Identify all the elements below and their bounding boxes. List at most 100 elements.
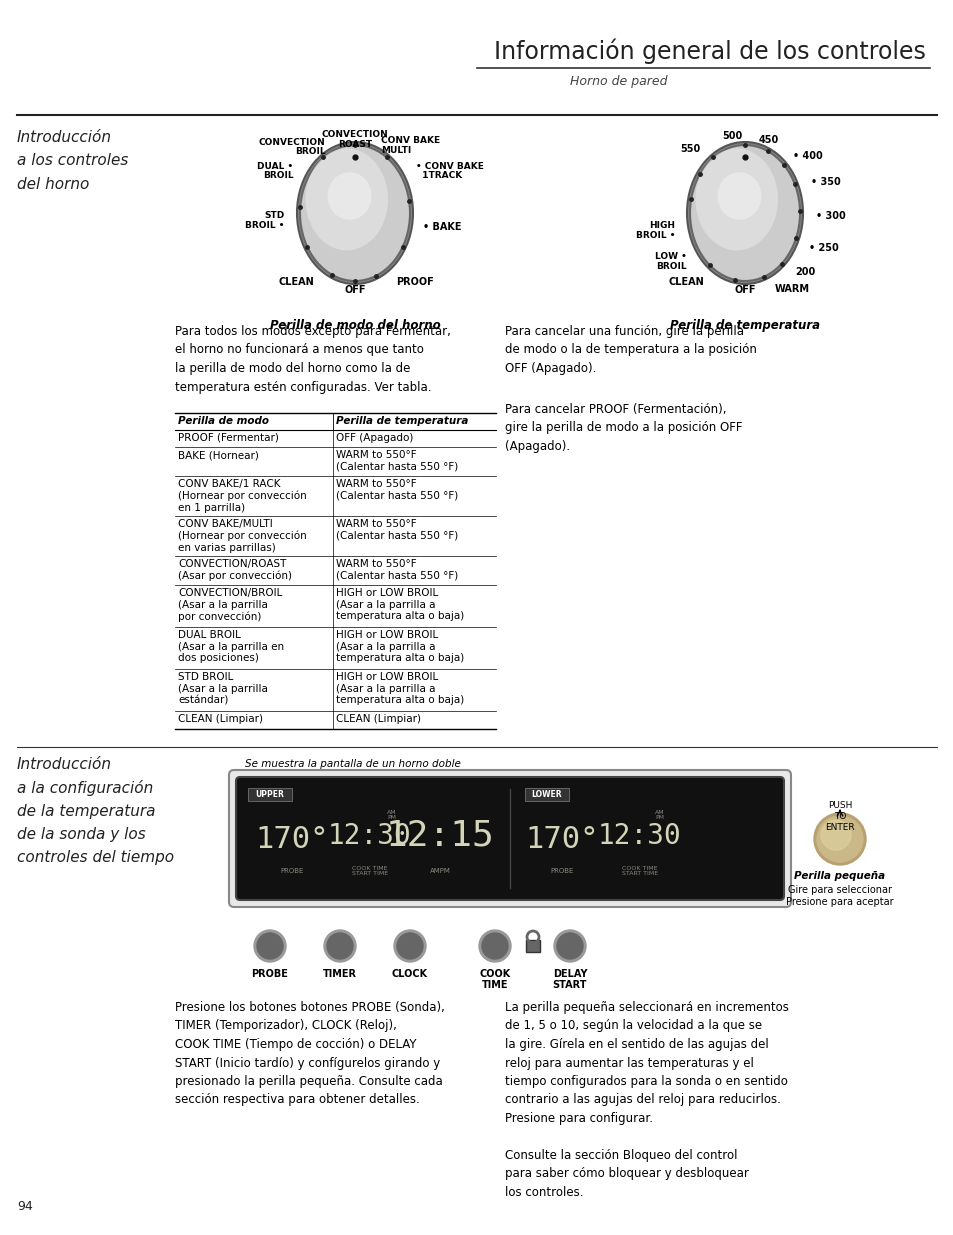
Circle shape bbox=[256, 932, 283, 960]
Text: CLEAN: CLEAN bbox=[668, 277, 703, 287]
Text: 550: 550 bbox=[679, 144, 700, 154]
Text: CONVECTION
BROIL: CONVECTION BROIL bbox=[258, 138, 325, 157]
Text: CONVECTION/ROAST
(Asar por convección): CONVECTION/ROAST (Asar por convección) bbox=[178, 559, 292, 582]
Text: 12:15: 12:15 bbox=[385, 819, 494, 853]
Text: Horno de pared: Horno de pared bbox=[569, 75, 667, 88]
Text: UPPER: UPPER bbox=[255, 790, 284, 799]
Text: Gire para seleccionar
Presione para aceptar: Gire para seleccionar Presione para acep… bbox=[785, 885, 893, 908]
Text: • 400: • 400 bbox=[792, 151, 821, 161]
Text: OFF: OFF bbox=[344, 285, 365, 295]
Text: CLEAN (Limpiar): CLEAN (Limpiar) bbox=[178, 714, 263, 724]
Text: DUAL •
BROIL: DUAL • BROIL bbox=[257, 162, 294, 180]
Text: COOK TIME
START TIME: COOK TIME START TIME bbox=[352, 866, 388, 876]
Ellipse shape bbox=[296, 142, 413, 284]
Ellipse shape bbox=[305, 148, 388, 251]
Text: STD BROIL
(Asar a la parrilla
estándar): STD BROIL (Asar a la parrilla estándar) bbox=[178, 672, 268, 705]
Text: LOWER: LOWER bbox=[531, 790, 561, 799]
Text: PROBE: PROBE bbox=[280, 868, 303, 874]
Text: 94: 94 bbox=[17, 1200, 32, 1213]
Ellipse shape bbox=[695, 148, 778, 251]
Bar bbox=[525, 940, 539, 952]
Text: CLOCK: CLOCK bbox=[392, 969, 428, 979]
Text: HIGH
BROIL •: HIGH BROIL • bbox=[636, 221, 675, 240]
Text: 200: 200 bbox=[795, 268, 815, 278]
Text: Se muestra la pantalla de un horno doble: Se muestra la pantalla de un horno doble bbox=[245, 760, 460, 769]
Text: CONVECTION
ROAST: CONVECTION ROAST bbox=[321, 130, 388, 148]
Text: HIGH or LOW BROIL
(Asar a la parrilla a
temperatura alta o baja): HIGH or LOW BROIL (Asar a la parrilla a … bbox=[335, 630, 464, 663]
Text: • CONV BAKE
  1TRACK: • CONV BAKE 1TRACK bbox=[416, 162, 484, 180]
Text: AMPM: AMPM bbox=[429, 868, 450, 874]
Text: WARM to 550°F
(Calentar hasta 550 °F): WARM to 550°F (Calentar hasta 550 °F) bbox=[335, 519, 457, 541]
Text: Perilla de temperatura: Perilla de temperatura bbox=[335, 416, 468, 426]
Text: CLEAN (Limpiar): CLEAN (Limpiar) bbox=[335, 714, 420, 724]
Text: Perilla pequeña: Perilla pequeña bbox=[794, 871, 884, 881]
Text: WARM to 550°F
(Calentar hasta 550 °F): WARM to 550°F (Calentar hasta 550 °F) bbox=[335, 559, 457, 580]
Text: Información general de los controles: Información general de los controles bbox=[494, 38, 925, 63]
Text: PROOF: PROOF bbox=[395, 277, 433, 287]
Text: PUSH
TO
ENTER: PUSH TO ENTER bbox=[824, 802, 854, 832]
Circle shape bbox=[327, 932, 353, 960]
Text: LOW •
BROIL: LOW • BROIL bbox=[655, 252, 686, 270]
Text: PROBE: PROBE bbox=[550, 868, 573, 874]
Circle shape bbox=[478, 930, 511, 962]
Text: COOK TIME
START TIME: COOK TIME START TIME bbox=[621, 866, 658, 876]
Text: STD
BROIL •: STD BROIL • bbox=[245, 211, 284, 230]
Circle shape bbox=[554, 930, 585, 962]
Text: 500: 500 bbox=[722, 131, 742, 141]
Text: • 250: • 250 bbox=[808, 243, 839, 253]
Text: DUAL BROIL
(Asar a la parrilla en
dos posiciones): DUAL BROIL (Asar a la parrilla en dos po… bbox=[178, 630, 284, 663]
Circle shape bbox=[394, 930, 426, 962]
Text: OFF: OFF bbox=[734, 285, 755, 295]
Text: CLEAN: CLEAN bbox=[278, 277, 314, 287]
Text: WARM to 550°F
(Calentar hasta 550 °F): WARM to 550°F (Calentar hasta 550 °F) bbox=[335, 450, 457, 472]
Text: CONVECTION/BROIL
(Asar a la parrilla
por convección): CONVECTION/BROIL (Asar a la parrilla por… bbox=[178, 588, 282, 621]
Text: PROBE: PROBE bbox=[252, 969, 288, 979]
Text: 12:30: 12:30 bbox=[328, 823, 412, 850]
Text: Para cancelar PROOF (Fermentación),
gire la perilla de modo a la posición OFF
(A: Para cancelar PROOF (Fermentación), gire… bbox=[504, 403, 741, 453]
Text: Para cancelar una función, gire la perilla
de modo o la de temperatura a la posi: Para cancelar una función, gire la peril… bbox=[504, 325, 756, 375]
Bar bbox=[248, 788, 292, 802]
Text: Introducción
a los controles
del horno: Introducción a los controles del horno bbox=[17, 130, 129, 191]
Circle shape bbox=[481, 932, 507, 960]
Text: HIGH or LOW BROIL
(Asar a la parrilla a
temperatura alta o baja): HIGH or LOW BROIL (Asar a la parrilla a … bbox=[335, 588, 464, 621]
Ellipse shape bbox=[327, 172, 371, 220]
Text: Introducción
a la configuración
de la temperatura
de la sonda y los
controles de: Introducción a la configuración de la te… bbox=[17, 757, 174, 864]
Ellipse shape bbox=[689, 144, 800, 282]
Circle shape bbox=[253, 930, 286, 962]
Circle shape bbox=[821, 820, 850, 850]
Text: • BAKE: • BAKE bbox=[422, 222, 461, 232]
Text: TIMER: TIMER bbox=[323, 969, 356, 979]
Text: COOK
TIME: COOK TIME bbox=[478, 969, 510, 989]
Text: AM
PM: AM PM bbox=[655, 810, 664, 820]
Text: AM
PM: AM PM bbox=[387, 810, 396, 820]
Text: Para todos los modos excepto para Fermentar,
el horno no funcionará a menos que : Para todos los modos excepto para Fermen… bbox=[174, 325, 451, 394]
Text: • 350: • 350 bbox=[810, 177, 840, 186]
Ellipse shape bbox=[299, 144, 410, 282]
Text: La perilla pequeña seleccionará en incrementos
de 1, 5 o 10, según la velocidad : La perilla pequeña seleccionará en incre… bbox=[504, 1002, 788, 1199]
Ellipse shape bbox=[686, 142, 802, 284]
FancyBboxPatch shape bbox=[235, 777, 783, 900]
Circle shape bbox=[816, 816, 862, 862]
Text: PROOF (Fermentar): PROOF (Fermentar) bbox=[178, 433, 278, 443]
Ellipse shape bbox=[717, 172, 760, 220]
FancyBboxPatch shape bbox=[229, 769, 790, 906]
Text: HIGH or LOW BROIL
(Asar a la parrilla a
temperatura alta o baja): HIGH or LOW BROIL (Asar a la parrilla a … bbox=[335, 672, 464, 705]
Circle shape bbox=[557, 932, 582, 960]
Text: OFF (Apagado): OFF (Apagado) bbox=[335, 433, 413, 443]
Text: BAKE (Hornear): BAKE (Hornear) bbox=[178, 450, 258, 459]
Text: Perilla de modo: Perilla de modo bbox=[178, 416, 269, 426]
Text: 170°: 170° bbox=[525, 825, 598, 853]
Text: 12:30: 12:30 bbox=[598, 823, 681, 850]
Circle shape bbox=[396, 932, 422, 960]
Text: WARM: WARM bbox=[774, 284, 809, 294]
Text: 450: 450 bbox=[758, 135, 779, 144]
Text: CONV BAKE/1 RACK
(Hornear por convección
en 1 parrilla): CONV BAKE/1 RACK (Hornear por convección… bbox=[178, 479, 307, 513]
Text: Perilla de modo del horno: Perilla de modo del horno bbox=[270, 319, 440, 332]
Text: • 300: • 300 bbox=[815, 211, 844, 221]
Text: CONV BAKE/MULTI
(Hornear por convección
en varias parrillas): CONV BAKE/MULTI (Hornear por convección … bbox=[178, 519, 307, 553]
Text: 170°: 170° bbox=[255, 825, 329, 853]
Text: WARM to 550°F
(Calentar hasta 550 °F): WARM to 550°F (Calentar hasta 550 °F) bbox=[335, 479, 457, 500]
Text: Perilla de temperatura: Perilla de temperatura bbox=[669, 319, 820, 332]
Bar bbox=[524, 788, 568, 802]
Circle shape bbox=[813, 813, 865, 864]
